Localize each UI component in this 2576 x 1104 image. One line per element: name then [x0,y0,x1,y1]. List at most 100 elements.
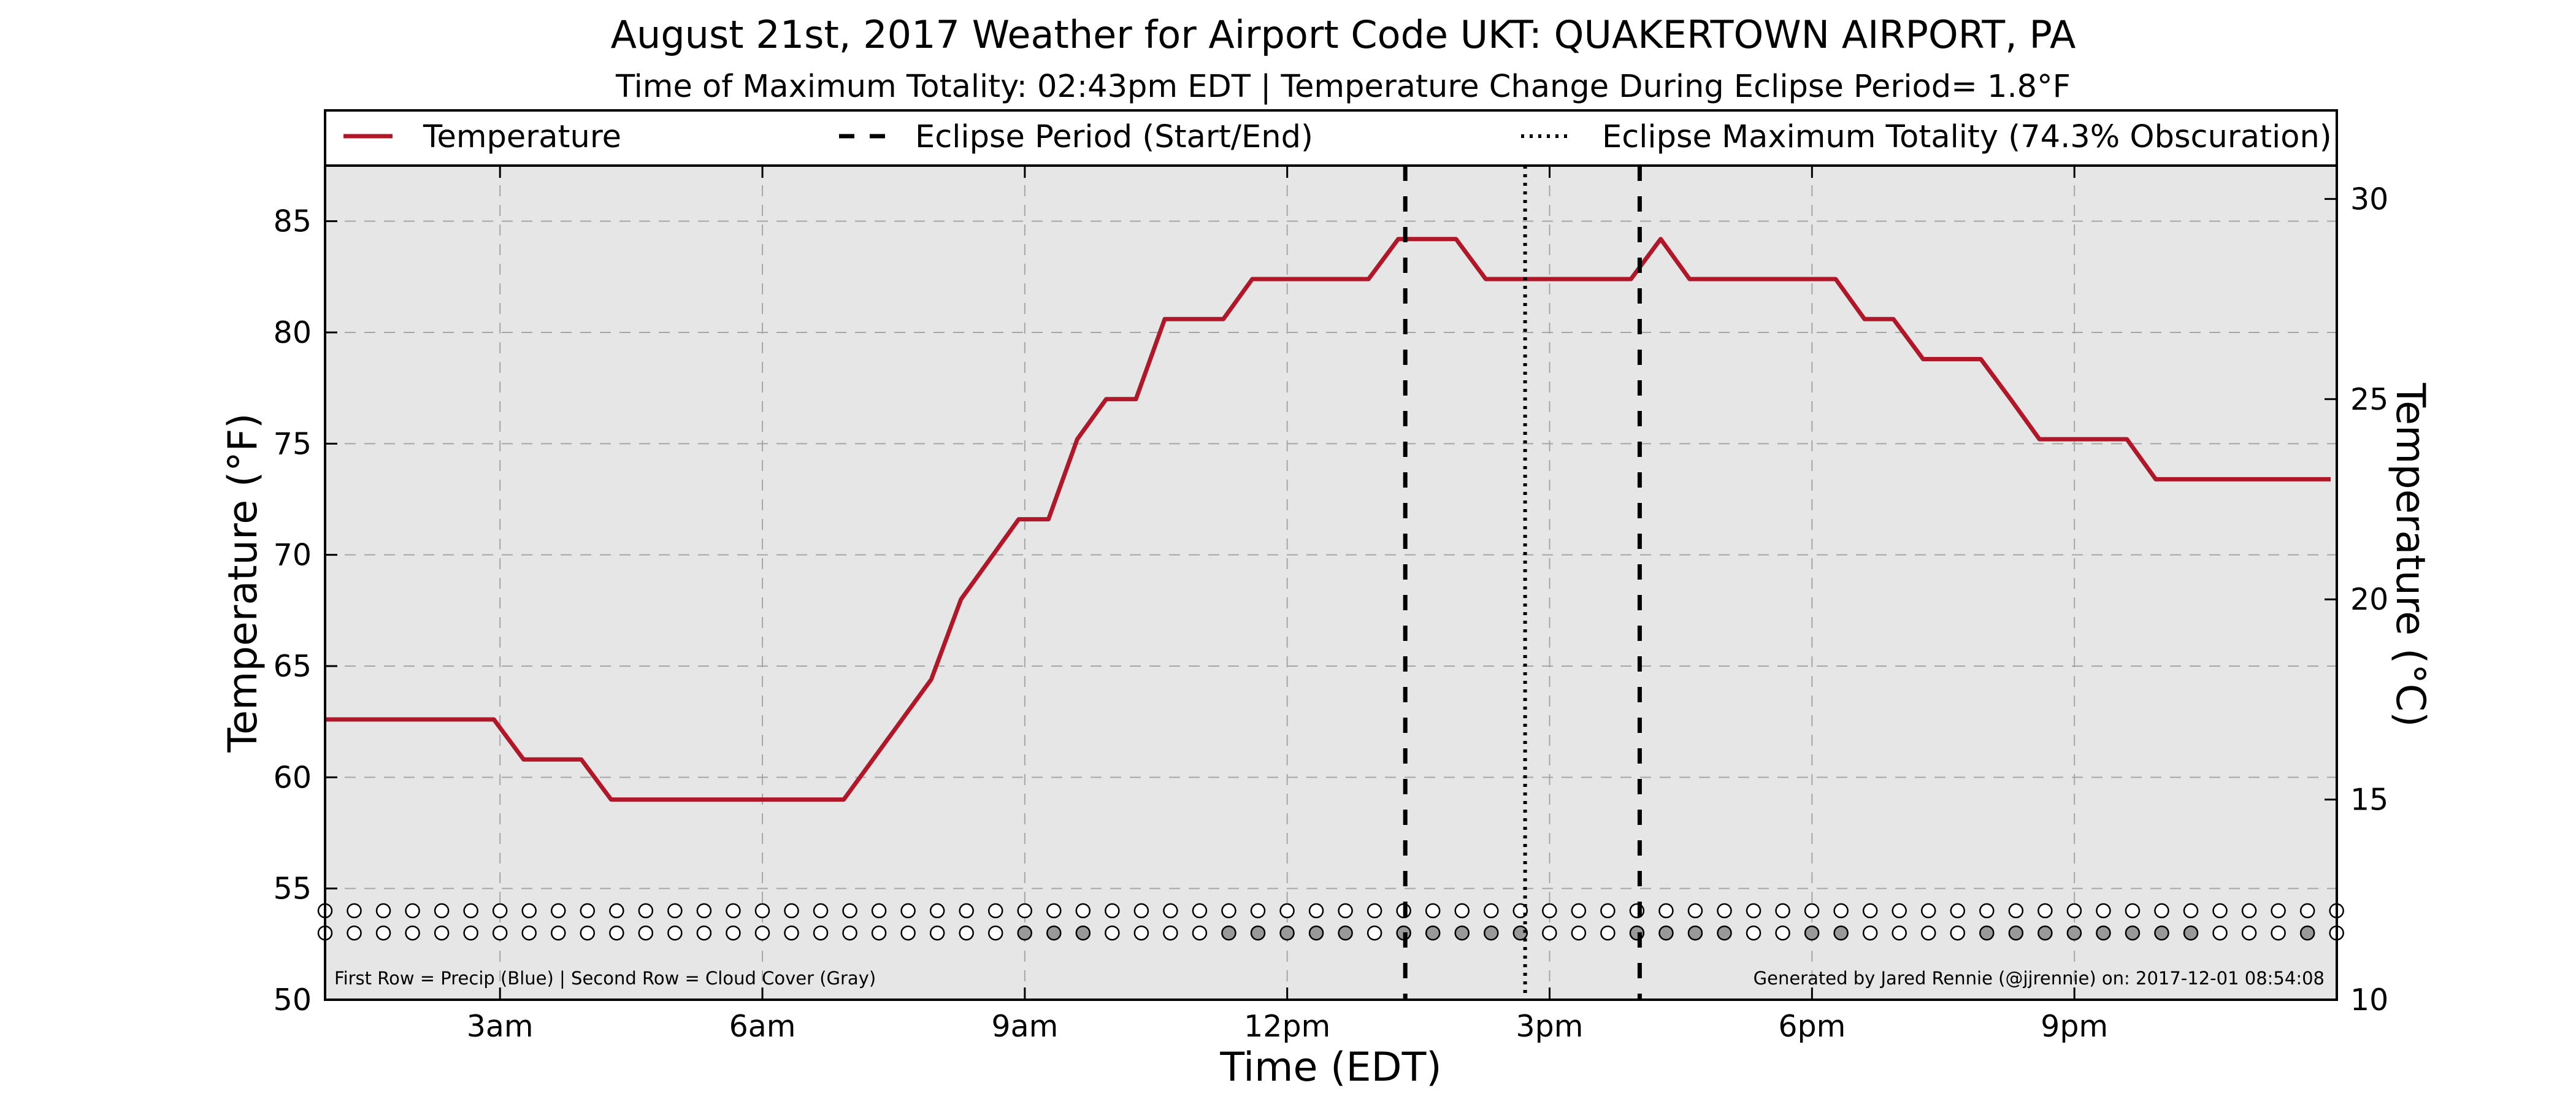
y-tick-label: 65 [274,649,312,684]
cloud-cover-marker [1484,925,1499,941]
x-tick-label: 6pm [1778,1009,1846,1044]
y-tick-label: 55 [274,872,312,907]
cloud-cover-marker [1454,925,1470,941]
cloud-cover-marker [1775,925,1790,941]
cloud-cover-marker [813,925,829,941]
cloud-cover-marker [492,925,508,941]
cloud-cover-marker [1105,925,1120,941]
precip-marker [2037,903,2053,919]
precip-marker [2271,903,2286,919]
precip-marker [1133,903,1149,919]
footnote-left: First Row = Precip (Blue) | Second Row =… [334,968,876,989]
cloud-cover-marker [1950,925,1966,941]
cloud-cover-marker [2212,925,2228,941]
precip-marker [434,903,450,919]
cloud-cover-marker [754,925,770,941]
precip-marker [1308,903,1324,919]
precip-marker [492,903,508,919]
cloud-cover-marker [2008,925,2024,941]
precip-marker [609,903,624,919]
cloud-cover-marker [521,925,537,941]
cloud-cover-marker [1920,925,1936,941]
y-right-tick-label: 10 [2350,983,2388,1018]
y-tick-label: 80 [274,315,312,350]
precip-marker [1338,903,1353,919]
cloud-cover-marker [1804,925,1820,941]
cloud-cover-marker [638,925,654,941]
precip-marker [551,903,566,919]
chart-title: August 21st, 2017 Weather for Airport Co… [611,12,2076,57]
y-tick-label: 70 [274,538,312,573]
precip-marker [2183,903,2199,919]
y-tick-label: 75 [274,426,312,461]
cloud-cover-marker [1308,925,1324,941]
precip-marker [2212,903,2228,919]
precip-marker [900,903,916,919]
precip-marker [1046,903,1062,919]
precip-marker [987,903,1003,919]
cloud-cover-marker [609,925,624,941]
precip-marker [463,903,478,919]
precip-marker [2125,903,2141,919]
cloud-cover-marker [434,925,450,941]
cloud-cover-marker [696,925,712,941]
legend-eclipse-period-label: Eclipse Period (Start/End) [915,119,1313,155]
cloud-cover-marker [1979,925,1995,941]
cloud-cover-marker [1163,925,1178,941]
precip-marker [1484,903,1499,919]
cloud-cover-marker [1717,925,1732,941]
precip-marker [1687,903,1703,919]
cloud-cover-marker [871,925,887,941]
precip-marker [1163,903,1178,919]
cloud-cover-marker [1367,925,1382,941]
y-right-tick-label: 15 [2350,783,2388,818]
cloud-cover-marker [1571,925,1587,941]
cloud-cover-marker [2183,925,2199,941]
precip-marker [1542,903,1557,919]
precip-marker [754,903,770,919]
precip-marker [1804,903,1820,919]
precip-marker [638,903,654,919]
precip-marker [1862,903,1878,919]
precip-marker [1746,903,1761,919]
precip-marker [1017,903,1033,919]
cloud-cover-marker [1221,925,1236,941]
temperature-line [325,237,2331,802]
precip-marker [784,903,799,919]
precip-marker [2154,903,2169,919]
cloud-cover-marker [2037,925,2053,941]
x-tick-label: 3am [467,1009,534,1044]
chart-subtitle: Time of Maximum Totality: 02:43pm EDT | … [615,69,2071,105]
x-tick-label: 6am [729,1009,796,1044]
y-right-tick-label: 30 [2350,182,2388,217]
cloud-cover-marker [726,925,741,941]
precip-marker [2096,903,2111,919]
precip-marker [347,903,362,919]
grid-lines [325,166,2337,1000]
precip-marker [1221,903,1236,919]
eclipse-lines [1403,166,1642,1000]
cloud-cover-marker [784,925,799,941]
precip-marker [1658,903,1674,919]
precip-marker [871,903,887,919]
y-right-tick-label: 25 [2350,382,2388,417]
precip-marker [1600,903,1616,919]
precip-marker [1192,903,1208,919]
cloud-cover-marker [1075,925,1091,941]
y-tick-label: 50 [274,983,312,1018]
precip-marker [1892,903,1907,919]
cloud-cover-marker [842,925,857,941]
x-tick-label: 12pm [1244,1009,1330,1044]
cloud-cover-marker [1192,925,1208,941]
precip-marker [2008,903,2024,919]
legend-temperature-label: Temperature [423,119,621,155]
plot-area [325,166,2337,1000]
x-axis-title: Time (EDT) [1219,1045,1441,1091]
cloud-cover-marker [375,925,391,941]
precip-marker [959,903,974,919]
precip-marker [2299,903,2315,919]
cloud-cover-marker [2125,925,2141,941]
precip-marker [1950,903,1966,919]
cloud-cover-marker [405,925,420,941]
